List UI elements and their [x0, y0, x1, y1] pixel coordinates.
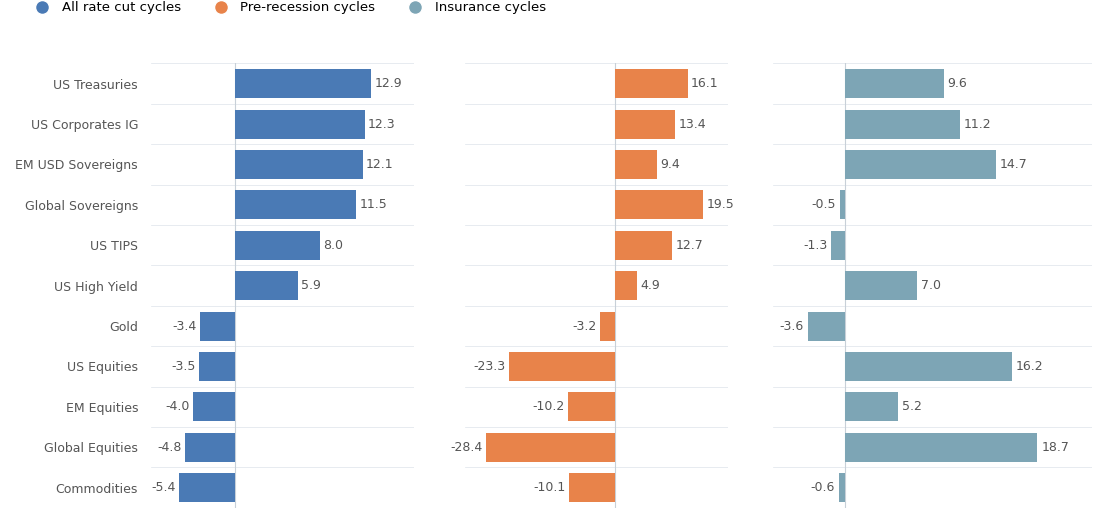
Bar: [568, 393, 615, 422]
Bar: [844, 110, 960, 139]
Text: -3.6: -3.6: [780, 320, 804, 333]
Bar: [235, 110, 365, 139]
Text: 16.1: 16.1: [691, 77, 718, 90]
Text: -0.6: -0.6: [811, 481, 834, 494]
Bar: [615, 231, 672, 260]
Bar: [235, 69, 371, 98]
Bar: [615, 110, 675, 139]
Text: 5.2: 5.2: [903, 400, 922, 413]
Bar: [235, 190, 356, 220]
Text: 9.4: 9.4: [661, 158, 680, 171]
Text: -28.4: -28.4: [450, 441, 483, 454]
Bar: [839, 473, 844, 502]
Text: -4.8: -4.8: [157, 441, 181, 454]
Bar: [844, 433, 1037, 462]
Bar: [178, 473, 235, 502]
Bar: [844, 69, 944, 98]
Bar: [615, 69, 688, 98]
Bar: [844, 393, 898, 422]
Bar: [486, 433, 615, 462]
Text: -4.0: -4.0: [166, 400, 190, 413]
Text: 16.2: 16.2: [1016, 360, 1043, 373]
Text: -23.3: -23.3: [474, 360, 505, 373]
Bar: [235, 150, 363, 179]
Bar: [600, 312, 615, 341]
Bar: [844, 352, 1011, 381]
Bar: [508, 352, 615, 381]
Text: 5.9: 5.9: [300, 279, 320, 292]
Bar: [194, 393, 235, 422]
Bar: [844, 271, 917, 300]
Bar: [808, 312, 844, 341]
Text: 18.7: 18.7: [1042, 441, 1070, 454]
Text: 13.4: 13.4: [679, 117, 706, 131]
Text: -0.5: -0.5: [811, 198, 836, 212]
Text: -10.2: -10.2: [533, 400, 566, 413]
Text: 12.7: 12.7: [675, 239, 703, 252]
Text: 14.7: 14.7: [1000, 158, 1028, 171]
Bar: [615, 190, 703, 220]
Bar: [235, 271, 298, 300]
Text: 4.9: 4.9: [640, 279, 660, 292]
Text: 11.5: 11.5: [360, 198, 388, 212]
Bar: [844, 150, 996, 179]
Bar: [840, 190, 844, 220]
Text: 8.0: 8.0: [323, 239, 343, 252]
Bar: [235, 231, 319, 260]
Text: 7.0: 7.0: [921, 279, 941, 292]
Bar: [615, 271, 637, 300]
Text: -5.4: -5.4: [151, 481, 176, 494]
Bar: [569, 473, 615, 502]
Text: -3.4: -3.4: [172, 320, 196, 333]
Text: 9.6: 9.6: [948, 77, 968, 90]
Text: 12.1: 12.1: [366, 158, 393, 171]
Legend: All rate cut cycles, Pre-recession cycles, Insurance cycles: All rate cut cycles, Pre-recession cycle…: [29, 1, 545, 14]
Text: 12.9: 12.9: [374, 77, 402, 90]
Bar: [198, 352, 235, 381]
Text: -3.2: -3.2: [572, 320, 597, 333]
Text: -3.5: -3.5: [171, 360, 195, 373]
Bar: [185, 433, 235, 462]
Bar: [199, 312, 235, 341]
Text: -10.1: -10.1: [533, 481, 566, 494]
Text: 11.2: 11.2: [964, 117, 991, 131]
Bar: [831, 231, 844, 260]
Bar: [615, 150, 657, 179]
Text: 12.3: 12.3: [368, 117, 395, 131]
Text: -1.3: -1.3: [803, 239, 828, 252]
Text: 19.5: 19.5: [707, 198, 734, 212]
